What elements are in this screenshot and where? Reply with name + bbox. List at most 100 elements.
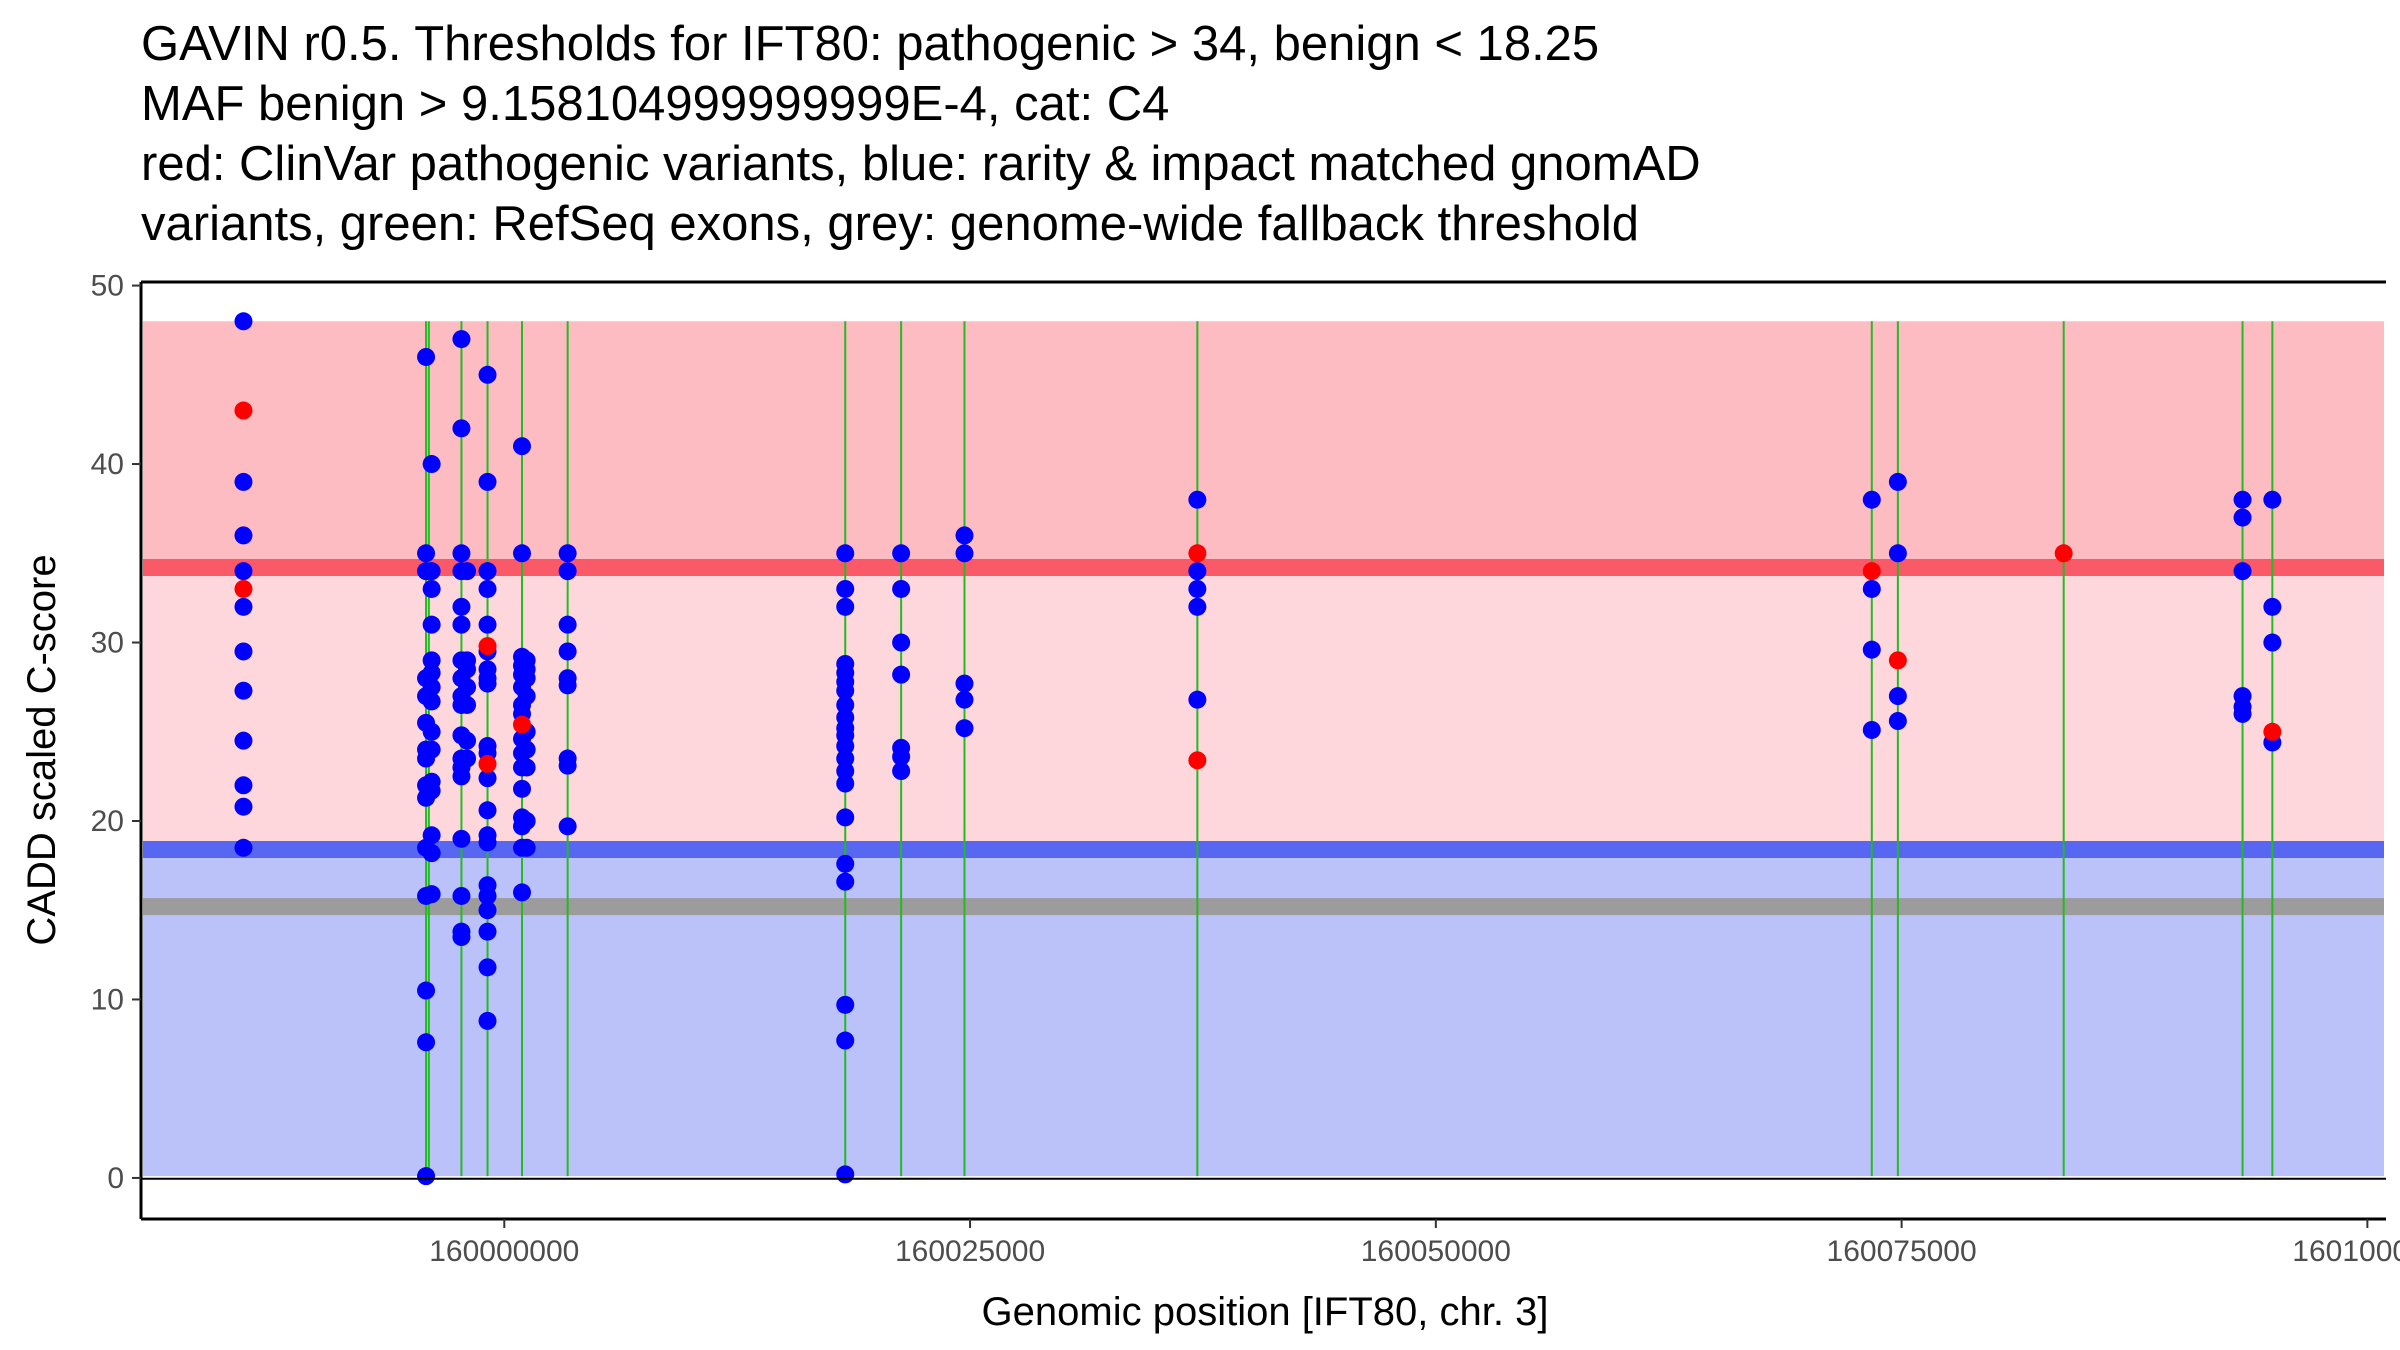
gnomad-point	[234, 731, 253, 750]
gnomad-point	[478, 365, 497, 384]
gnomad-point	[452, 597, 471, 616]
gnomad-point	[836, 544, 855, 563]
gnomad-point	[1862, 720, 1881, 739]
gnomad-point	[1888, 472, 1907, 491]
title-line-4: variants, green: RefSeq exons, grey: gen…	[141, 197, 1640, 251]
gnomad-point	[836, 681, 855, 700]
title-line-2: MAF benign > 9.158104999999999E-4, cat: …	[141, 77, 1170, 131]
gnomad-point	[417, 544, 436, 563]
gnomad-point	[955, 719, 974, 738]
gnomad-point	[2263, 490, 2282, 509]
gnomad-point	[452, 330, 471, 349]
gnomad-point	[234, 312, 253, 331]
clinvar-point	[234, 401, 253, 420]
clinvar-point	[1188, 751, 1207, 770]
clinvar-point	[1188, 544, 1207, 563]
gnomad-point	[422, 615, 441, 634]
gnomad-point	[478, 674, 497, 693]
gnomad-point	[517, 687, 536, 706]
gnomad-point	[1188, 690, 1207, 709]
chart-title: GAVIN r0.5. Thresholds for IFT80: pathog…	[141, 14, 2341, 254]
gnomad-point	[558, 642, 577, 661]
x-tick-label: 160025000	[895, 1235, 1045, 1268]
gnomad-point	[422, 562, 441, 581]
gnomad-point	[512, 437, 531, 456]
y-axis-title: CADD scaled C-score	[20, 554, 64, 945]
x-tick-label: 160100000	[2292, 1235, 2400, 1268]
gnomad-point	[558, 817, 577, 836]
gnomad-point	[1862, 579, 1881, 598]
gnomad-point	[458, 562, 477, 581]
gnomad-point	[558, 676, 577, 695]
gnomad-point	[836, 774, 855, 793]
gnomad-point	[955, 674, 974, 693]
gnomad-point	[517, 758, 536, 777]
gnomad-point	[512, 883, 531, 902]
clinvar-point	[2263, 722, 2282, 741]
gnomad-point	[422, 455, 441, 474]
title-line-3: red: ClinVar pathogenic variants, blue: …	[141, 137, 1701, 191]
gnomad-point	[836, 762, 855, 781]
gnomad-point	[517, 669, 536, 688]
gnomad-point	[422, 678, 441, 697]
gnomad-point	[478, 886, 497, 905]
clinvar-point	[1888, 651, 1907, 670]
gnomad-point	[422, 885, 441, 904]
gnomad-point	[1862, 640, 1881, 659]
gnomad-point	[517, 740, 536, 759]
title-line-1: GAVIN r0.5. Thresholds for IFT80: pathog…	[141, 17, 1600, 71]
x-tick-label: 160000000	[429, 1235, 579, 1268]
gnomad-point	[422, 692, 441, 711]
clinvar-point	[512, 715, 531, 734]
gnomad-point	[234, 597, 253, 616]
gnomad-point	[234, 681, 253, 700]
gnomad-point	[452, 615, 471, 634]
gnomad-point	[512, 779, 531, 798]
gnomad-point	[417, 1167, 436, 1186]
gnomad-point	[955, 526, 974, 545]
gnomad-point	[478, 562, 497, 581]
clinvar-point	[234, 579, 253, 598]
gnomad-point	[1188, 597, 1207, 616]
gnomad-point	[478, 579, 497, 598]
gnomad-point	[452, 544, 471, 563]
gnomad-point	[1888, 687, 1907, 706]
gnomad-point	[2233, 562, 2252, 581]
gnomad-point	[478, 1011, 497, 1030]
gnomad-point	[512, 544, 531, 563]
gnomad-point	[1188, 490, 1207, 509]
gnomad-point	[892, 633, 911, 652]
gnomad-point	[234, 472, 253, 491]
gnomad-point	[478, 801, 497, 820]
gnomad-point	[422, 651, 441, 670]
gnomad-point	[558, 756, 577, 775]
gnomad-point	[458, 660, 477, 679]
gnomad-point	[2233, 508, 2252, 527]
gnomad-point	[452, 767, 471, 786]
gnomad-point	[422, 579, 441, 598]
gnomad-point	[417, 347, 436, 366]
gnomad-point	[452, 928, 471, 947]
x-axis-title: Genomic position [IFT80, chr. 3]	[982, 1290, 1549, 1334]
y-tick-label: 50	[91, 270, 124, 303]
gnomad-point	[558, 562, 577, 581]
y-tick-label: 20	[91, 805, 124, 838]
gnomad-point	[892, 665, 911, 684]
gnomad-point	[517, 838, 536, 857]
gnomad-point	[836, 695, 855, 714]
gnomad-point	[422, 740, 441, 759]
axes	[139, 280, 2386, 1221]
gnomad-point	[234, 562, 253, 581]
gnomad-point	[1188, 562, 1207, 581]
x-tick-label: 160050000	[1361, 1235, 1511, 1268]
x-tick-label: 160075000	[1827, 1235, 1977, 1268]
gnomad-point	[1188, 579, 1207, 598]
gnomad-point	[892, 544, 911, 563]
gnomad-point	[422, 826, 441, 845]
gnomad-point	[458, 695, 477, 714]
gnomad-point	[836, 1031, 855, 1050]
clinvar-point	[478, 637, 497, 656]
gnomad-point	[836, 579, 855, 598]
y-tick-label: 10	[91, 983, 124, 1016]
